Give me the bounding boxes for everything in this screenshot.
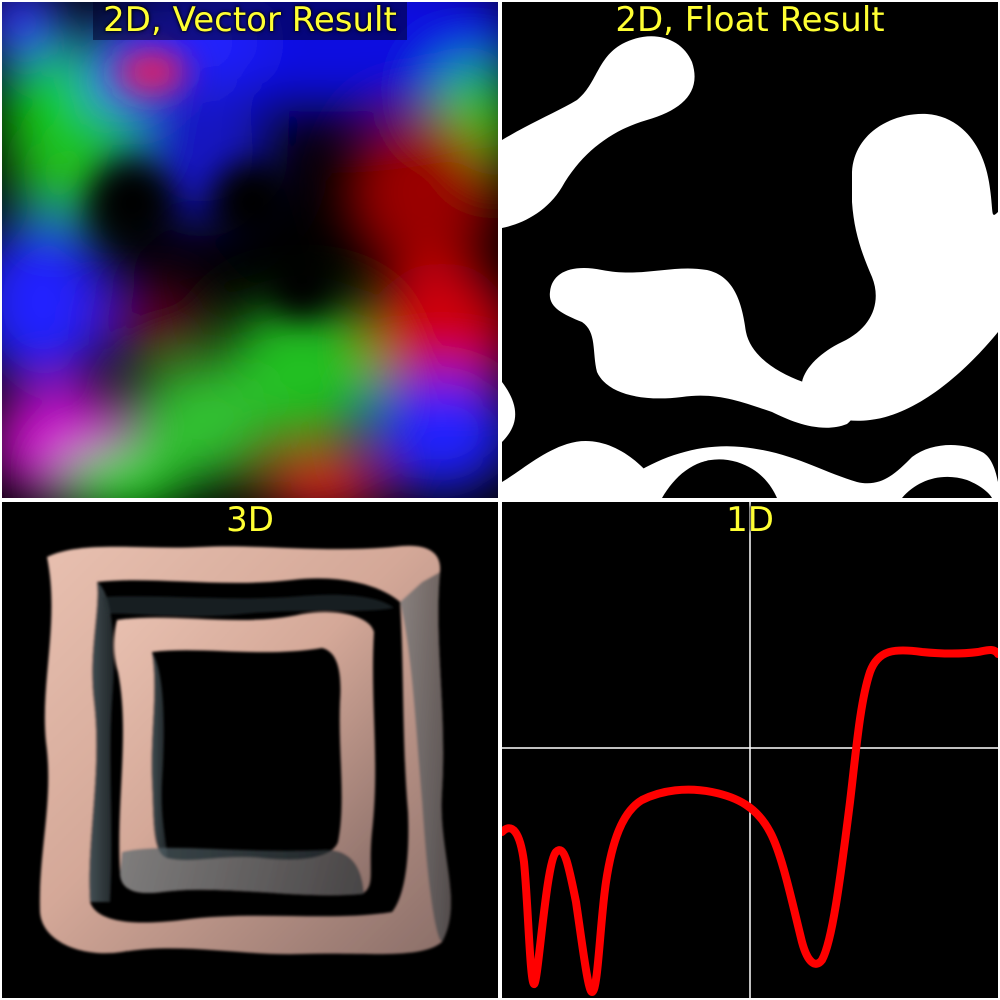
panel-2d-vector: 2D, Vector Result — [2, 2, 498, 498]
noise-curve — [502, 646, 998, 996]
panel-1d: 1D — [502, 502, 998, 998]
panel-2d-float: 2D, Float Result — [502, 2, 998, 498]
vector-noise-image — [2, 2, 498, 498]
float-noise-image — [502, 2, 998, 498]
panel-3d: 3D — [2, 502, 498, 998]
isosurface-render — [2, 502, 498, 998]
line-plot — [502, 502, 998, 998]
